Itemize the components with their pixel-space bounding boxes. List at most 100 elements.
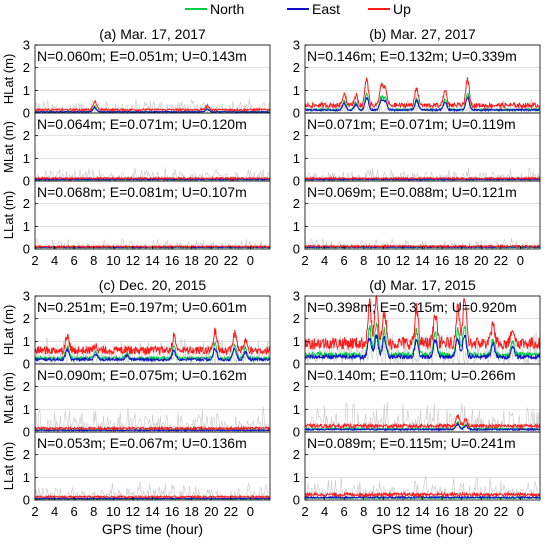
stats-label: N=0.060m; E=0.051m; U=0.143m xyxy=(37,48,247,64)
x-tick-label: 8 xyxy=(90,504,97,519)
x-tick-label: 22 xyxy=(494,253,508,268)
subplot-hlat: N=0.251m; E=0.197m; U=0.601m 0 1 2 3 HLat (m) xyxy=(1,289,271,372)
stats-label: N=0.089m; E=0.115m; U=0.241m xyxy=(307,435,516,451)
panel-title: (b) Mar. 27, 2017 xyxy=(369,26,476,42)
series-north xyxy=(304,420,541,432)
y-tick-label: 1 xyxy=(23,470,30,485)
x-tick-label: 18 xyxy=(454,253,468,268)
legend-label: East xyxy=(312,1,340,17)
y-tick-label: 1 xyxy=(23,334,30,349)
y-tick-label: 1 xyxy=(293,83,300,98)
y-tick-label: 0 xyxy=(293,106,300,121)
y-tick-label: 0 xyxy=(23,425,30,440)
x-tick-label: 10 xyxy=(376,253,390,268)
series-up xyxy=(304,491,541,498)
y-tick-label: 2 xyxy=(23,447,30,462)
y-tick-label: 0 xyxy=(293,425,300,440)
y-tick-label: 3 xyxy=(293,38,300,53)
y-tick-label: 2 xyxy=(23,311,30,326)
y-axis-label: HLat (m) xyxy=(1,54,16,105)
y-tick-label: 0 xyxy=(23,174,30,189)
y-tick-label: 0 xyxy=(23,242,30,257)
series-up xyxy=(304,294,541,351)
y-tick-label: 3 xyxy=(23,289,30,304)
y-tick-label: 1 xyxy=(23,151,30,166)
subplot-hlat: N=0.398m; E=0.315m; U=0.920m 0 1 2 3 xyxy=(293,289,541,372)
subplot-llat: N=0.069m; E=0.088m; U=0.121m 0 1 2 xyxy=(293,180,541,257)
x-tick-label: 4 xyxy=(321,253,328,268)
stats-label: N=0.251m; E=0.197m; U=0.601m xyxy=(37,299,247,315)
y-axis-label: MLat (m) xyxy=(1,121,16,173)
x-tick-label: 14 xyxy=(415,504,429,519)
x-tick-label: 6 xyxy=(71,504,78,519)
x-tick-label: 2 xyxy=(301,253,308,268)
legend-item-up: Up xyxy=(368,1,411,17)
x-tick-label: 20 xyxy=(204,504,218,519)
y-tick-label: 1 xyxy=(293,470,300,485)
x-tick-label: 4 xyxy=(321,504,328,519)
y-tick-label: 2 xyxy=(23,196,30,211)
y-tick-label: 3 xyxy=(293,289,300,304)
legend-item-north: North xyxy=(185,1,244,17)
stats-label: N=0.053m; E=0.067m; U=0.136m xyxy=(37,435,247,451)
x-tick-label: 14 xyxy=(145,253,159,268)
x-tick-label: 22 xyxy=(224,253,238,268)
y-tick-label: 0 xyxy=(23,106,30,121)
background-series xyxy=(34,406,271,433)
x-tick-label: 0 xyxy=(517,504,524,519)
x-tick-label: 16 xyxy=(165,504,179,519)
y-tick-label: 0 xyxy=(293,242,300,257)
legend-label: North xyxy=(210,1,244,17)
x-tick-label: 6 xyxy=(341,504,348,519)
x-tick-label: 10 xyxy=(106,253,120,268)
x-tick-label: 14 xyxy=(145,504,159,519)
x-tick-label: 16 xyxy=(165,253,179,268)
series-up xyxy=(34,425,271,432)
x-tick-label: 2 xyxy=(301,504,308,519)
x-tick-label: 20 xyxy=(474,504,488,519)
y-tick-label: 2 xyxy=(23,128,30,143)
y-tick-label: 1 xyxy=(23,402,30,417)
x-tick-label: 2 xyxy=(31,253,38,268)
series-up xyxy=(304,414,541,430)
x-axis-label: GPS time (hour) xyxy=(372,521,473,537)
x-tick-label: 12 xyxy=(396,253,410,268)
y-tick-label: 2 xyxy=(293,196,300,211)
y-tick-label: 1 xyxy=(293,402,300,417)
y-tick-label: 0 xyxy=(293,357,300,372)
stats-label: N=0.140m; E=0.110m; U=0.266m xyxy=(307,367,516,383)
stats-label: N=0.068m; E=0.081m; U=0.107m xyxy=(37,184,247,200)
y-tick-label: 1 xyxy=(23,219,30,234)
x-tick-label: 12 xyxy=(126,504,140,519)
series-east xyxy=(304,421,541,432)
legend-label: Up xyxy=(393,1,411,17)
y-tick-label: 0 xyxy=(23,493,30,508)
y-tick-label: 2 xyxy=(293,128,300,143)
x-tick-label: 12 xyxy=(396,504,410,519)
series-up xyxy=(304,175,541,181)
series-east xyxy=(304,333,541,361)
y-axis-label: MLat (m) xyxy=(1,372,16,424)
x-tick-label: 0 xyxy=(517,253,524,268)
x-tick-label: 4 xyxy=(51,253,58,268)
y-tick-label: 0 xyxy=(293,493,300,508)
y-axis-label: HLat (m) xyxy=(1,305,16,356)
series-east xyxy=(35,106,271,114)
x-tick-label: 10 xyxy=(376,504,390,519)
legend-item-east: East xyxy=(287,1,340,17)
series-east xyxy=(34,347,270,363)
y-tick-label: 2 xyxy=(23,60,30,75)
background-series xyxy=(34,337,271,365)
series-up xyxy=(34,99,271,113)
stats-label: N=0.090m; E=0.075m; U=0.162m xyxy=(37,367,247,383)
x-tick-label: 8 xyxy=(360,504,367,519)
panel-title: (d) Mar. 17, 2015 xyxy=(369,277,476,293)
x-tick-label: 2 xyxy=(31,504,38,519)
x-tick-label: 14 xyxy=(415,253,429,268)
x-tick-label: 8 xyxy=(360,253,367,268)
y-tick-label: 0 xyxy=(23,357,30,372)
